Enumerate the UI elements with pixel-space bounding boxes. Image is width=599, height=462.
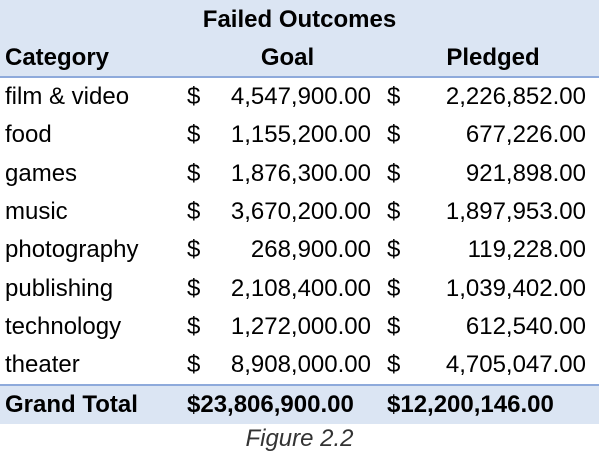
pledged-value: 4,705,047.00 [445,351,586,379]
grand-total-row: Grand Total $23,806,900.00 $12,200,146.0… [0,384,599,425]
currency-sign: $ [387,236,401,264]
table-row: film & video $ 4,547,900.00 $ 2,226,852.… [0,78,599,117]
currency-sign: $ [187,351,201,379]
failed-outcomes-table: Failed Outcomes Category Goal Pledged fi… [0,0,599,425]
pledged-value: 119,228.00 [467,236,586,264]
row-category: technology [5,312,122,340]
grand-total-goal-value: $23,806,900.00 [187,391,354,419]
row-goal: $ 8,908,000.00 [180,351,385,379]
row-goal: $ 268,900.00 [180,236,385,264]
row-goal: $ 4,547,900.00 [180,83,385,111]
goal-value: 268,900.00 [250,236,371,264]
row-pledged: $ 677,226.00 [385,121,599,149]
table-row: food $ 1,155,200.00 $ 677,226.00 [0,116,599,155]
grand-total-label: Grand Total [5,391,138,419]
header-goal: Goal [260,44,315,71]
currency-sign: $ [187,83,201,111]
currency-sign: $ [187,312,201,340]
goal-value: 4,547,900.00 [230,83,371,111]
row-category: food [5,121,52,149]
goal-value: 3,670,200.00 [230,198,371,226]
grand-total-pledged-value: $12,200,146.00 [387,391,554,419]
currency-sign: $ [387,198,401,226]
row-pledged: $ 1,897,953.00 [385,198,599,226]
row-pledged: $ 2,226,852.00 [385,83,599,111]
row-category: music [5,198,68,226]
row-category: photography [5,236,139,264]
currency-sign: $ [187,274,201,302]
currency-sign: $ [387,121,401,149]
goal-value: 1,272,000.00 [230,312,371,340]
pledged-value: 612,540.00 [465,312,586,340]
currency-sign: $ [187,198,201,226]
table-row: technology $ 1,272,000.00 $ 612,540.00 [0,307,599,347]
currency-sign: $ [187,159,201,187]
currency-sign: $ [187,121,201,149]
goal-value: 1,876,300.00 [230,159,371,187]
row-goal: $ 1,272,000.00 [180,313,385,341]
grand-total-pledged: $12,200,146.00 [385,391,599,419]
goal-value: 1,155,200.00 [230,121,371,149]
table-title-text: Failed Outcomes [202,6,397,33]
row-category: theater [5,351,80,379]
row-pledged: $ 612,540.00 [385,313,599,341]
grand-total-goal: $23,806,900.00 [180,391,385,419]
row-goal: $ 1,155,200.00 [180,121,385,149]
header-category: Category [5,44,110,71]
row-goal: $ 2,108,400.00 [180,275,385,303]
pledged-value: 1,897,953.00 [445,198,586,226]
currency-sign: $ [187,236,201,264]
table-row: publishing $ 2,108,400.00 $ 1,039,402.00 [0,269,599,308]
currency-sign: $ [387,312,401,340]
row-pledged: $ 119,228.00 [385,236,599,264]
header-row: Category Goal Pledged [0,40,599,78]
row-pledged: $ 4,705,047.00 [385,351,599,379]
pledged-value: 2,226,852.00 [445,83,586,111]
pledged-value: 677,226.00 [465,121,586,149]
table-row: photography $ 268,900.00 $ 119,228.00 [0,231,599,270]
table-row: music $ 3,670,200.00 $ 1,897,953.00 [0,192,599,232]
pledged-value: 921,898.00 [465,159,586,187]
row-category: games [5,159,78,187]
row-pledged: $ 1,039,402.00 [385,275,599,303]
goal-value: 2,108,400.00 [230,274,371,302]
table-row: games $ 1,876,300.00 $ 921,898.00 [0,154,599,193]
currency-sign: $ [387,159,401,187]
currency-sign: $ [387,351,401,379]
table-row: theater $ 8,908,000.00 $ 4,705,047.00 [0,346,599,385]
row-goal: $ 1,876,300.00 [180,160,385,188]
goal-value: 8,908,000.00 [230,351,371,379]
row-goal: $ 3,670,200.00 [180,198,385,226]
row-category: publishing [5,274,114,302]
header-pledged: Pledged [446,44,540,71]
row-pledged: $ 921,898.00 [385,160,599,188]
table-title: Failed Outcomes [0,0,599,40]
figure-caption: Figure 2.2 [245,425,354,452]
row-category: film & video [5,83,130,111]
currency-sign: $ [387,83,401,111]
currency-sign: $ [387,274,401,302]
pledged-value: 1,039,402.00 [445,274,586,302]
